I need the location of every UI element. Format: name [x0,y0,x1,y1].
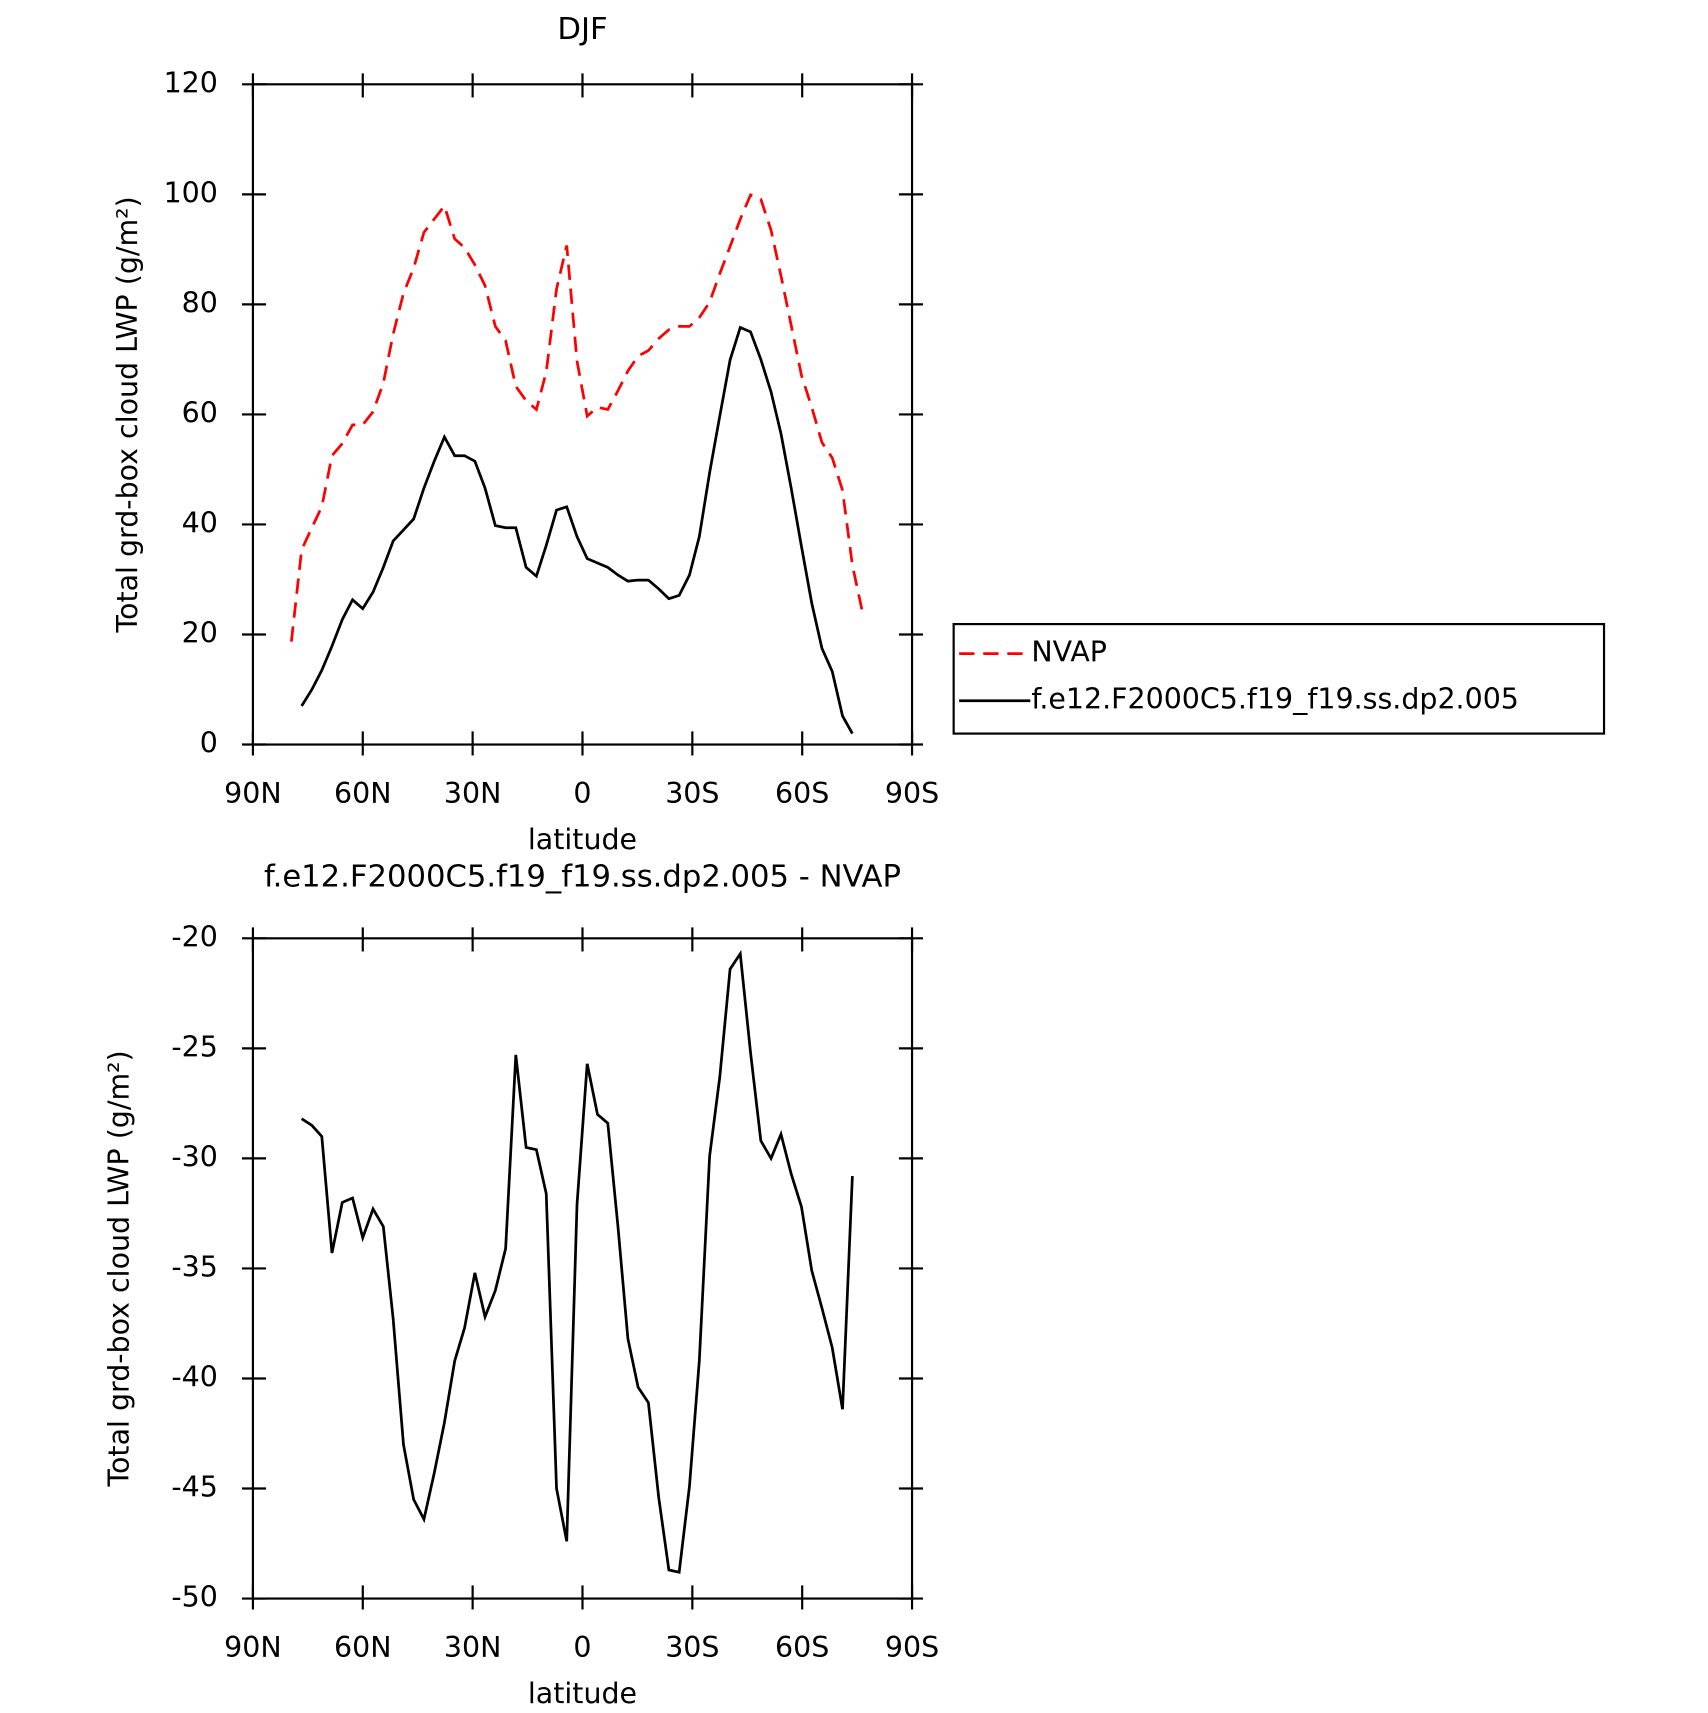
x-tick-label: 60S [775,1631,829,1664]
y-axis-label: Total grd-box cloud LWP (g/m²) [102,1050,135,1487]
y-tick-label: 80 [182,286,218,319]
x-tick-label: 30N [444,1631,502,1664]
x-tick-label: 90S [885,777,939,810]
chart-title: f.e12.F2000C5.f19_f19.ss.dp2.005 - NVAP [264,860,901,895]
x-tick-label: 0 [573,1631,591,1664]
legend-box [952,622,1606,735]
data-line [289,193,865,642]
y-tick-label: -20 [171,920,217,953]
y-tick-label: 100 [164,176,218,209]
y-tick-label: -40 [171,1360,217,1393]
y-tick-label: 20 [182,616,218,649]
y-tick-label: 40 [182,506,218,539]
y-tick-label: -35 [171,1250,217,1283]
canvas: DJF latitude Total grd-box cloud LWP (g/m²… [102,12,1606,1710]
x-tick-label: 0 [573,777,591,810]
y-tick-label: -30 [171,1140,217,1173]
chart-title: DJF [557,12,607,47]
y-tick-label: 120 [164,66,218,99]
x-tick-label: 90S [885,1631,939,1664]
y-tick-label: 60 [182,396,218,429]
x-tick-label: 60N [334,1631,391,1664]
x-tick-label: 30N [444,777,502,810]
data-line [300,325,854,735]
x-tick-label: 90N [224,1631,282,1664]
plot-frame [251,937,914,1600]
y-tick-label: -50 [171,1581,217,1614]
x-tick-label: 60N [334,777,391,810]
legend-label: NVAP [1031,636,1107,669]
x-axis-label: latitude [528,823,637,856]
y-tick-label: -25 [171,1030,217,1063]
y-tick-label: -45 [171,1471,217,1504]
x-tick-label: 90N [224,777,282,810]
legend-label: f.e12.F2000C5.f19_f19.ss.dp2.005 [1031,683,1519,716]
y-axis-label: Total grd-box cloud LWP (g/m²) [111,196,144,633]
x-axis-label: latitude [528,1677,637,1710]
x-tick-label: 30S [665,1631,719,1664]
x-tick-label: 30S [665,777,719,810]
data-line [300,949,854,1574]
y-tick-label: 0 [200,727,218,760]
x-tick-label: 60S [775,777,829,810]
